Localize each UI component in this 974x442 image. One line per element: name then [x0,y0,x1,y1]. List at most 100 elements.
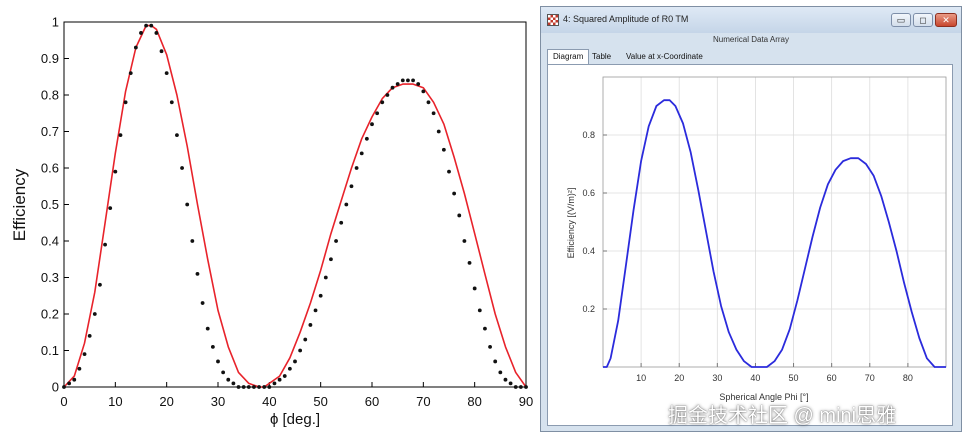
data-point [77,366,82,371]
data-point [282,374,287,378]
tab-value-at-x[interactable]: Value at x-Coordinate [626,52,703,61]
maximize-button[interactable]: ◻ [913,13,933,27]
data-point [344,202,349,207]
y-tick-label: 0.9 [41,51,59,66]
data-point [323,275,328,280]
series-group-right [603,99,946,368]
x-tick-label: 60 [365,394,379,409]
data-point [431,111,436,116]
data-point [257,385,261,389]
data-point [370,122,374,127]
data-point [272,381,277,386]
data-point [123,100,128,105]
y-tick-label: 0.7 [41,124,59,139]
data-point [190,239,195,243]
data-point [441,147,446,152]
series-line-0 [603,99,946,368]
series-group [62,23,528,389]
data-point [493,359,498,364]
data-point [467,261,472,265]
close-button[interactable]: ✕ [935,13,957,27]
data-point [205,326,210,331]
y-tick-label: 0.4 [582,246,595,256]
y-tick-label: 0.8 [41,88,59,103]
y-tick-label: 0.3 [41,270,59,285]
data-point [82,352,87,357]
left-efficiency-chart: 0 10 20 30 40 50 60 70 80 90 0 0.1 0.2 0.3 0.4 0.5 0.6 0.… [10,15,533,428]
data-point [262,385,267,389]
data-point [400,78,405,83]
data-point [477,308,482,313]
y-axis-label-right: Efficiency [(V/m)²] [566,188,576,259]
data-point [298,348,303,353]
x-tick-label: 60 [827,373,837,383]
x-tick-label: 50 [789,373,799,383]
data-point [416,82,421,86]
data-point [483,326,487,331]
data-point [457,213,462,218]
x-tick-label: 30 [211,394,225,409]
y-tick-label: 1 [52,15,59,30]
data-point [221,370,226,375]
app-icon [547,14,559,26]
y-tick-label: 0.8 [582,130,595,140]
data-point [395,82,400,86]
x-tick-label: 10 [108,394,122,409]
data-point [308,323,313,327]
panel-title: Numerical Data Array [712,35,790,44]
data-point [318,293,323,298]
y-tick-label: 0.5 [41,197,59,212]
data-point [380,100,385,105]
data-point [144,23,149,28]
x-tick-label: 40 [262,394,276,409]
data-point [503,377,508,382]
diagram-panel: 10 20 30 40 50 60 70 80 0.2 0.4 0.6 0.8 Spherical A… [547,64,953,426]
data-point [508,381,513,386]
data-point [513,385,518,389]
data-point [498,370,503,375]
minimize-button[interactable]: ▭ [891,13,911,27]
data-point [72,377,77,382]
data-point [436,129,441,134]
data-point [180,166,184,170]
data-point [349,184,354,189]
data-point [210,344,215,349]
x-tick-label: 20 [159,394,173,409]
y-tick-label: 0.2 [41,307,59,322]
x-tick-label: 20 [674,373,684,383]
plot-window: 4: Squared Amplitude of R0 TM ▭ ◻ ✕ Nume… [540,6,962,432]
series-line-0 [63,24,527,388]
data-point [452,191,457,196]
data-point [421,89,426,94]
data-point [108,206,113,211]
tab-diagram[interactable]: Diagram [547,49,590,65]
data-point [98,282,102,287]
data-point [139,31,143,35]
window-titlebar[interactable]: 4: Squared Amplitude of R0 TM ▭ ◻ ✕ [541,7,961,33]
data-point [241,385,246,389]
data-point [169,100,174,105]
data-point [62,385,66,389]
y-tick-label: 0.6 [41,161,59,176]
x-tick-label: 80 [903,373,913,383]
data-point [447,169,451,174]
data-point [246,385,251,389]
data-point [287,366,292,371]
y-tick-label: 0.1 [41,343,59,358]
data-point [175,133,179,138]
data-point [133,45,138,50]
data-point [375,111,380,116]
data-point [293,359,297,364]
data-point [149,23,154,28]
plot-frame-right [602,76,947,368]
x-axis-label: ϕ [deg.] [270,411,320,428]
data-point [103,242,107,247]
x-tick-label: 0 [60,394,67,409]
data-point [185,202,190,207]
data-point [236,385,241,389]
data-point [231,381,236,386]
tab-table[interactable]: Table [592,52,612,61]
data-point [472,286,477,291]
data-point [518,385,523,389]
data-point [277,377,282,382]
